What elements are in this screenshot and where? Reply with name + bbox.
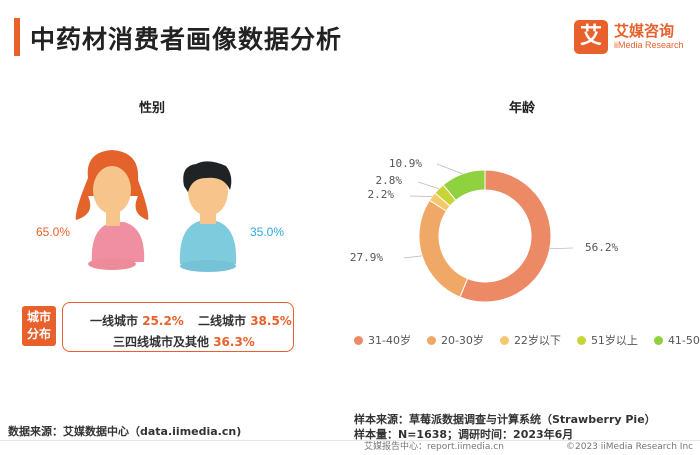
city-tier34: 三四线城市及其他 36.3% [113, 333, 255, 350]
female-percentage: 65.0% [36, 225, 71, 239]
sample-size: 样本量：N=1638；调研时间：2023年6月 [354, 428, 574, 441]
donut-slice-31-40岁 [459, 169, 552, 303]
city-tier1: 一线城市 25.2% [90, 312, 184, 329]
logo-mark: 艾 [574, 20, 608, 54]
legend-swatch [499, 335, 509, 345]
data-source: 数据来源：艾媒数据中心（data.iimedia.cn) [8, 425, 242, 438]
city-tag-line1: 城市 [26, 310, 51, 324]
city-tier34-value: 36.3% [213, 335, 255, 349]
logo-name-cn: 艾媒咨询 [614, 22, 675, 40]
title-accent-bar [14, 18, 20, 56]
legend-swatch [354, 335, 363, 345]
page-title: 中药材消费者画像数据分析 [30, 25, 343, 54]
age-title: 年龄 [509, 101, 536, 116]
donut-data-label: 56.2% [585, 241, 618, 254]
legend-item: 20-30岁 [426, 332, 484, 348]
legend-swatch [653, 335, 663, 345]
city-tier2: 二线城市 38.5% [198, 312, 292, 329]
donut-leader-line [409, 195, 433, 197]
city-tag-line2: 分布 [26, 327, 51, 341]
donut-slice-20-30岁 [418, 199, 469, 298]
footer-divider [0, 440, 700, 441]
gender-title: 性别 [139, 101, 166, 116]
city-tier2-value: 38.5% [250, 314, 292, 328]
legend-label: 22岁以下 [513, 334, 561, 347]
city-tier2-label: 二线城市 [198, 314, 247, 328]
legend-swatch [426, 335, 436, 345]
donut-leader-line [436, 163, 463, 175]
city-tier34-label: 三四线城市及其他 [113, 335, 210, 349]
city-tier1-label: 一线城市 [90, 314, 139, 328]
legend-label: 41-50岁 [667, 334, 700, 347]
age-legend: 31-40岁 20-30岁 22岁以下 51岁以上 41-50岁 [354, 332, 700, 348]
donut-leader-line [403, 255, 423, 259]
legend-item: 31-40岁 [354, 332, 411, 348]
city-distribution-box [62, 302, 294, 352]
legend-item: 41-50岁 [653, 332, 700, 348]
sample-source: 样本来源：草莓派数据调查与计算系统（Strawberry Pie） [354, 413, 656, 426]
legend-label: 31-40岁 [368, 334, 411, 347]
male-percentage: 35.0% [250, 225, 285, 239]
donut-data-label: 2.2% [368, 188, 395, 201]
logo-name-en: iiMedia Research [614, 40, 684, 50]
city-distribution-tag: 城市 分布 [22, 306, 56, 346]
donut-leader-line [417, 181, 440, 190]
legend-item: 22岁以下 [499, 332, 561, 348]
donut-data-label: 2.8% [376, 174, 403, 187]
legend-swatch [576, 335, 586, 345]
donut-slice-41-50岁 [442, 169, 486, 202]
city-tier1-value: 25.2% [142, 314, 184, 328]
legend-item: 51岁以上 [576, 332, 638, 348]
donut-data-label: 27.9% [350, 251, 383, 264]
brand-logo: 艾 艾媒咨询 iiMedia Research [574, 20, 686, 56]
legend-label: 20-30岁 [440, 334, 484, 347]
donut-data-label: 10.9% [389, 157, 422, 170]
copyright: ©2023 iiMedia Research Inc [566, 442, 694, 452]
report-site: 艾媒报告中心：report.iimedia.cn [364, 442, 504, 452]
legend-label: 51岁以上 [590, 334, 638, 347]
donut-leader-line [549, 247, 574, 250]
